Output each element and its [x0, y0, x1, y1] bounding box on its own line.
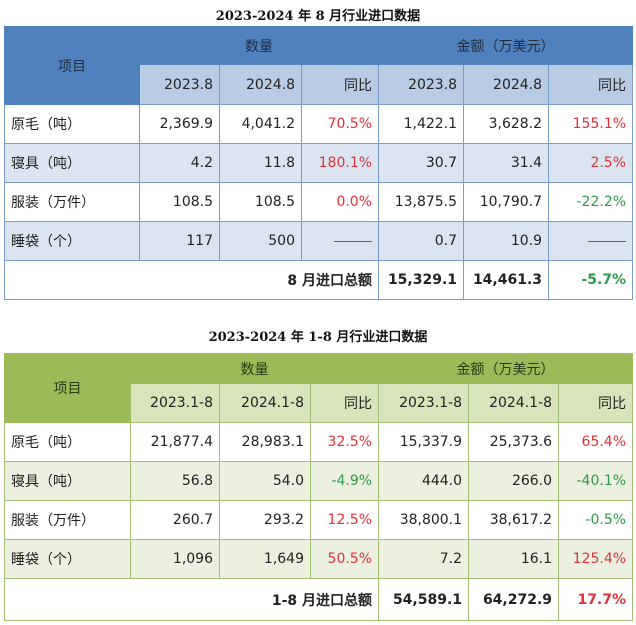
total-a1: 54,589.1 — [378, 578, 470, 621]
a2-cell: 31.4 — [463, 143, 550, 183]
a1-cell: 15,337.9 — [378, 422, 470, 462]
item-name: 原毛（吨） — [4, 104, 140, 144]
jan-aug-import-table: 项目 数量 金额（万美元） 2023.1-8 2024.1-8 同比 2023.1-8 2… — [3, 353, 634, 621]
a2-cell: 266.0 — [468, 461, 560, 501]
ay-cell: 65.4% — [558, 422, 634, 462]
a2-cell: 10.9 — [463, 221, 550, 261]
a2-cell: 38,617.2 — [468, 500, 560, 540]
item-name: 服装（万件） — [4, 500, 131, 540]
table-row: 原毛（吨） 2,369.9 4,041.2 70.5% 1,422.1 3,628.2 1… — [4, 104, 634, 144]
table-row: 睡袋（个） 1,096 1,649 50.5% 7.2 16.1 125.4% — [4, 539, 634, 579]
ay-cell: 2.5% — [548, 143, 634, 183]
item-name: 服装（万件） — [4, 182, 140, 222]
a1-cell: 30.7 — [378, 143, 465, 183]
qy-cell: 32.5% — [309, 422, 380, 462]
item-header: 项目 — [4, 353, 131, 423]
a1-cell: 444.0 — [378, 461, 470, 501]
q1-cell: 21,877.4 — [130, 422, 220, 462]
total-row: 1-8 月进口总额 54,589.1 64,272.9 17.7% — [3, 578, 634, 621]
sub-header: 2023.8 — [378, 64, 465, 105]
table-row: 服装（万件） 108.5 108.5 0.0% 13,875.5 10,790.7 -22… — [4, 182, 634, 222]
table-row: 寝具（吨） 4.2 11.8 180.1% 30.7 31.4 2.5% — [4, 143, 634, 183]
q2-cell: 108.5 — [219, 182, 302, 222]
a1-cell: 13,875.5 — [378, 182, 465, 222]
sub-header: 2023.1-8 — [378, 383, 470, 423]
item-name: 寝具（吨） — [4, 461, 131, 501]
total-a2: 64,272.9 — [468, 578, 560, 621]
q1-cell: 117 — [139, 221, 220, 261]
qy-cell: 12.5% — [309, 500, 380, 540]
q2-cell: 54.0 — [219, 461, 311, 501]
table-row: 原毛（吨） 21,877.4 28,983.1 32.5% 15,337.9 25,37… — [4, 422, 634, 462]
sub-header: 2024.8 — [219, 64, 302, 105]
total-label: 8 月进口总额 — [3, 260, 380, 300]
sub-header: 2024.1-8 — [219, 383, 311, 423]
q1-cell: 1,096 — [130, 539, 220, 579]
a1-cell: 0.7 — [378, 221, 465, 261]
ay-cell: 125.4% — [558, 539, 634, 579]
sub-header: 同比 — [548, 64, 634, 105]
amount-header: 金额（万美元） — [378, 26, 634, 65]
item-name: 睡袋（个） — [4, 221, 140, 261]
table1-title: 2023-2024 年 8 月行业进口数据 — [215, 9, 421, 24]
a1-cell: 1,422.1 — [378, 104, 465, 144]
ay-cell: -22.2% — [548, 182, 634, 222]
total-row: 8 月进口总额 15,329.1 14,461.3 -5.7% — [3, 260, 634, 300]
sub-header: 同比 — [558, 383, 634, 423]
q1-cell: 2,369.9 — [139, 104, 220, 144]
a1-cell: 7.2 — [378, 539, 470, 579]
a2-cell: 25,373.6 — [468, 422, 560, 462]
yoy-cell — [548, 221, 634, 261]
table-row: 寝具（吨） 56.8 54.0 -4.9% 444.0 266.0 -40.1% — [4, 461, 634, 501]
total-yoy: 17.7% — [558, 578, 634, 621]
q2-cell: 28,983.1 — [219, 422, 311, 462]
qy-cell: 180.1% — [300, 143, 380, 183]
q2-cell: 11.8 — [219, 143, 302, 183]
quantity-header: 数量 — [129, 353, 380, 384]
q1-cell: 4.2 — [139, 143, 220, 183]
qy-cell: -4.9% — [309, 461, 380, 501]
item-name: 寝具（吨） — [4, 143, 140, 183]
quantity-header: 数量 — [138, 26, 380, 65]
sub-header: 2023.1-8 — [130, 383, 220, 423]
item-name: 原毛（吨） — [4, 422, 131, 462]
table-row: 睡袋（个） 117 500 0.7 10.9 — [4, 221, 634, 261]
ay-cell: -40.1% — [558, 461, 634, 501]
q2-cell: 4,041.2 — [219, 104, 302, 144]
qy-cell: 70.5% — [300, 104, 380, 144]
sub-header: 2024.1-8 — [468, 383, 560, 423]
a2-cell: 3,628.2 — [463, 104, 550, 144]
table2-title: 2023-2024 年 1-8 月行业进口数据 — [208, 330, 428, 345]
sub-header: 同比 — [309, 383, 380, 423]
a2-cell: 16.1 — [468, 539, 560, 579]
total-a1: 15,329.1 — [378, 260, 465, 300]
a1-cell: 38,800.1 — [378, 500, 470, 540]
august-import-table: 项目 数量 金额（万美元） 2023.8 2024.8 同比 2023.8 2024.8 同… — [3, 26, 634, 300]
sub-header: 同比 — [300, 64, 380, 105]
q1-cell: 108.5 — [139, 182, 220, 222]
qy-cell: 50.5% — [309, 539, 380, 579]
item-header: 项目 — [4, 26, 140, 105]
a2-cell: 10,790.7 — [463, 182, 550, 222]
ay-cell: -0.5% — [558, 500, 634, 540]
total-yoy: -5.7% — [548, 260, 634, 300]
q2-cell: 1,649 — [219, 539, 311, 579]
total-label: 1-8 月进口总额 — [3, 578, 380, 621]
item-name: 睡袋（个） — [4, 539, 131, 579]
sub-header: 2024.8 — [463, 64, 550, 105]
amount-header: 金额（万美元） — [378, 353, 634, 384]
qy-cell: 0.0% — [300, 182, 380, 222]
q1-cell: 260.7 — [130, 500, 220, 540]
q2-cell: 293.2 — [219, 500, 311, 540]
q1-cell: 56.8 — [130, 461, 220, 501]
table-row: 服装（万件） 260.7 293.2 12.5% 38,800.1 38,617.2 -0… — [4, 500, 634, 540]
yoy-cell — [300, 221, 380, 261]
total-a2: 14,461.3 — [463, 260, 550, 300]
sub-header: 2023.8 — [139, 64, 220, 105]
ay-cell: 155.1% — [548, 104, 634, 144]
q2-cell: 500 — [219, 221, 302, 261]
no-data-dash — [334, 240, 373, 242]
no-data-dash — [588, 240, 627, 242]
